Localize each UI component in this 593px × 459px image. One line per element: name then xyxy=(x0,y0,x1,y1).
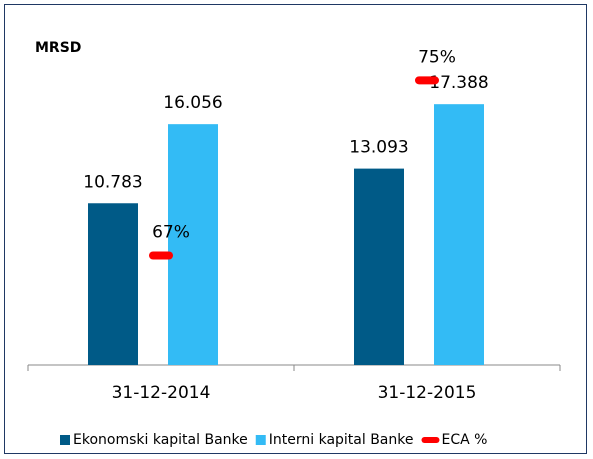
x-tick-label: 31-12-2014 xyxy=(112,383,211,403)
legend-swatch xyxy=(421,437,440,443)
bar xyxy=(88,203,138,365)
eca-marker xyxy=(415,76,439,85)
legend-swatch xyxy=(255,435,266,445)
data-label: 16.056 xyxy=(163,93,222,113)
x-tick-label: 31-12-2015 xyxy=(378,383,477,403)
legend-label: Ekonomski kapital Banke xyxy=(73,432,248,448)
bar xyxy=(354,168,404,365)
data-label: 13.093 xyxy=(349,138,408,158)
bar xyxy=(168,124,218,365)
eca-marker xyxy=(149,251,173,260)
legend-swatch xyxy=(60,435,70,445)
data-label: 17.388 xyxy=(429,73,488,93)
legend-label: Interni kapital Banke xyxy=(269,432,414,448)
bar xyxy=(434,104,484,366)
data-label: 75% xyxy=(418,47,456,67)
data-label: 10.783 xyxy=(83,172,142,192)
chart-title: MRSD xyxy=(35,40,81,56)
data-label: 67% xyxy=(152,223,190,243)
legend-label: ECA % xyxy=(441,432,487,448)
